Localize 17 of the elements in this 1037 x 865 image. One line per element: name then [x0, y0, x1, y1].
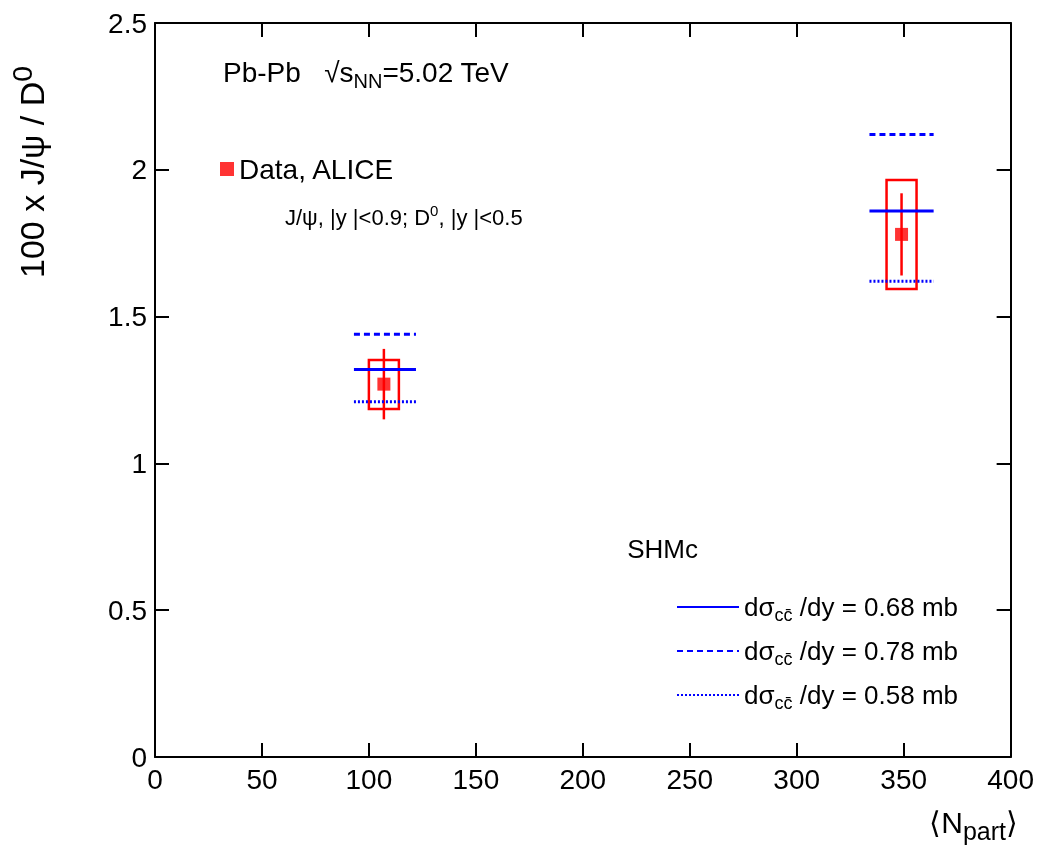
x-tick-label: 250 [666, 763, 714, 795]
x-tick-label: 150 [452, 763, 500, 795]
x-tick-label: 350 [880, 763, 928, 795]
legend-title: SHMc [627, 534, 698, 564]
y-tick-label: 1.5 [108, 301, 147, 333]
y-tick-label: 0.5 [108, 594, 147, 626]
legend-label: Data, ALICE [239, 153, 394, 185]
x-tick-label: 100 [345, 763, 393, 795]
x-tick-label: 300 [773, 763, 821, 795]
x-axis-title: ⟨N$_{part}$⟩ [929, 805, 1018, 846]
y-tick-label: 2.5 [108, 7, 147, 39]
x-tick-label: 200 [559, 763, 607, 795]
y-tick-label: 2 [131, 154, 147, 186]
x-tick-label: 400 [987, 763, 1034, 795]
x-tick-label: 50 [246, 763, 278, 795]
y-tick-label: 0 [131, 741, 147, 773]
y-tick-label: 1 [131, 447, 147, 479]
